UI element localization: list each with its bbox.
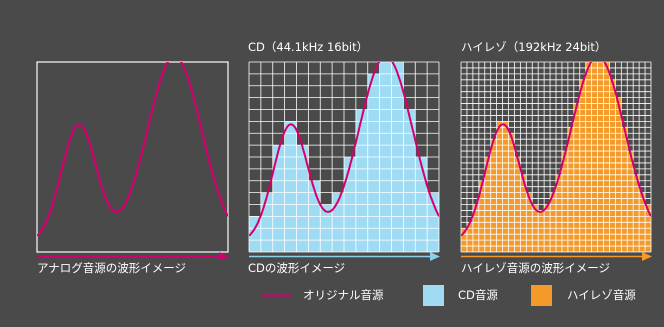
sample-column: [538, 210, 545, 252]
sample-column: [567, 127, 575, 252]
sample-column: [379, 62, 392, 252]
sample-column: [284, 121, 297, 252]
analog-frame: [36, 61, 229, 253]
sample-column: [579, 79, 586, 252]
hires-panel-title: ハイレゾ（192kHz 24bit）: [461, 40, 607, 54]
sample-column: [609, 79, 616, 252]
sample-column: [272, 145, 285, 252]
legend-original-label: オリジナル音源: [303, 288, 384, 302]
sample-column: [466, 222, 474, 252]
legend-cd-swatch-icon: [423, 285, 444, 306]
sample-column: [260, 192, 273, 252]
sample-column: [427, 192, 439, 252]
hires-wave-group: [461, 62, 651, 237]
legend-hires-label: ハイレゾ音源: [567, 288, 636, 302]
sample-column: [561, 151, 569, 252]
analog-time-arrow: [37, 252, 229, 261]
sample-column: [490, 139, 497, 252]
legend-cd-label: CD音源: [458, 288, 498, 302]
sample-column: [520, 174, 527, 252]
sample-column: [296, 145, 309, 252]
cd-caption: CDの波形イメージ: [248, 261, 346, 275]
hires-original-waveform: [461, 62, 651, 237]
hires-caption: ハイレゾ音源の波形イメージ: [461, 261, 611, 275]
analog-wave-group: [37, 62, 228, 237]
cd-original-waveform: [249, 62, 439, 237]
sample-column: [627, 151, 634, 252]
cd-time-arrow: [249, 252, 440, 261]
sample-column: [633, 174, 640, 252]
analog-caption: アナログ音源の波形イメージ: [37, 261, 187, 275]
analog-waveform: [37, 62, 228, 237]
sample-column: [621, 127, 628, 252]
legend-hires-swatch-icon: [531, 285, 552, 306]
cd-panel-title: CD（44.1kHz 16bit）: [248, 40, 369, 54]
hires-grid: [460, 61, 652, 253]
sample-column: [249, 216, 262, 252]
hires-time-arrow: [461, 252, 652, 261]
cd-wave-group: [249, 62, 439, 237]
sample-column: [556, 174, 563, 252]
sample-column: [573, 103, 580, 252]
sample-column: [367, 73, 380, 252]
cd-grid: [248, 61, 440, 253]
